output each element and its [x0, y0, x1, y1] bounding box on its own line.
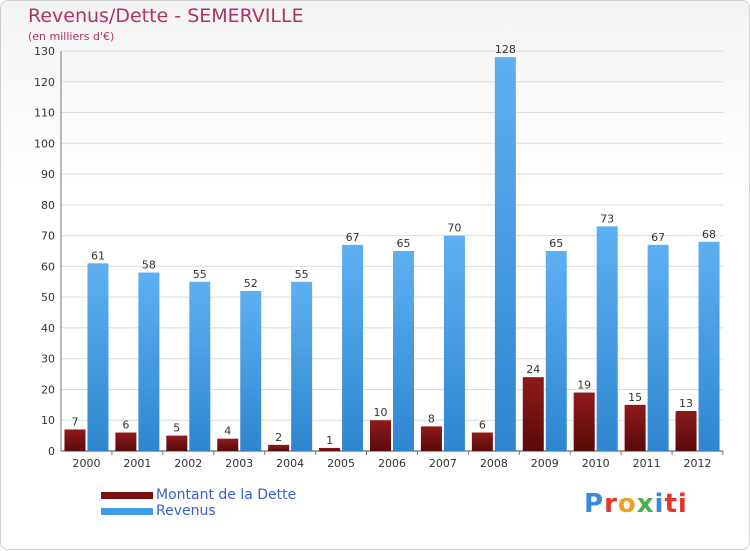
- chart-subtitle: (en milliers d'€): [28, 30, 115, 43]
- x-tick-label: 2007: [429, 457, 457, 470]
- legend-label-dette: Montant de la Dette: [156, 487, 297, 503]
- data-label-dette: 1: [326, 434, 333, 447]
- data-label-dette: 2: [275, 431, 282, 444]
- x-tick-label: 2008: [480, 457, 508, 470]
- y-tick-label: 60: [41, 260, 55, 273]
- x-tick-label: 2001: [123, 457, 151, 470]
- bar-revenus: [596, 226, 618, 451]
- bar-revenus: [189, 281, 211, 451]
- bar-dette: [319, 447, 341, 451]
- bar-dette: [573, 392, 595, 451]
- data-label-revenus: 55: [295, 268, 309, 281]
- bar-dette: [370, 420, 391, 451]
- data-label-revenus: 68: [702, 228, 716, 241]
- bar-revenus: [240, 291, 262, 451]
- x-tick-label: 2010: [582, 457, 610, 470]
- data-label-dette: 24: [526, 363, 540, 376]
- x-tick-label: 2005: [327, 457, 355, 470]
- y-tick-label: 50: [41, 291, 55, 304]
- x-tick-label: 2009: [531, 457, 559, 470]
- y-tick-label: 80: [41, 199, 55, 212]
- x-tick-label: 2004: [276, 457, 304, 470]
- bar-revenus: [342, 244, 364, 451]
- data-label-revenus: 58: [142, 259, 156, 272]
- data-label-dette: 4: [224, 425, 231, 438]
- data-label-revenus: 67: [651, 231, 665, 244]
- legend: Montant de la Dette Revenus: [101, 487, 296, 519]
- bar-dette: [420, 426, 442, 451]
- bar-revenus: [443, 235, 465, 451]
- bar-revenus: [647, 244, 669, 451]
- proxiti-logo: Proxiti: [584, 489, 688, 519]
- data-label-revenus: 73: [600, 212, 614, 225]
- bar-revenus: [138, 272, 160, 451]
- legend-swatch-revenus: [101, 507, 153, 515]
- y-tick-label: 20: [41, 383, 55, 396]
- data-label-dette: 19: [577, 379, 591, 392]
- data-label-revenus: 55: [193, 268, 207, 281]
- legend-swatch-dette: [101, 491, 153, 499]
- x-tick-label: 2006: [378, 457, 406, 470]
- x-tick-label: 2002: [174, 457, 202, 470]
- legend-label-revenus: Revenus: [156, 503, 216, 519]
- bar-dette: [217, 438, 239, 451]
- bar-revenus: [494, 57, 516, 452]
- x-tick-label: 2011: [633, 457, 661, 470]
- y-tick-label: 40: [41, 322, 55, 335]
- bar-dette: [471, 432, 493, 451]
- y-tick-label: 10: [41, 414, 55, 427]
- bar-revenus: [291, 281, 313, 451]
- data-label-dette: 5: [173, 422, 180, 435]
- bar-dette: [64, 429, 86, 451]
- data-label-revenus: 52: [244, 277, 258, 290]
- y-tick-label: 110: [34, 107, 55, 120]
- data-label-revenus: 67: [346, 231, 360, 244]
- data-label-dette: 7: [71, 415, 78, 428]
- data-label-dette: 8: [428, 412, 435, 425]
- y-tick-label: 30: [41, 353, 55, 366]
- bar-revenus: [545, 251, 567, 451]
- data-label-dette: 10: [374, 406, 388, 419]
- data-label-revenus: 65: [397, 237, 411, 250]
- x-tick-label: 2012: [684, 457, 712, 470]
- bar-revenus: [698, 241, 720, 451]
- data-label-dette: 13: [679, 397, 693, 410]
- x-tick-label: 2003: [225, 457, 253, 470]
- legend-item-revenus: Revenus: [101, 503, 296, 519]
- chart-title: Revenus/Dette - SEMERVILLE: [28, 5, 304, 27]
- legend-item-dette: Montant de la Dette: [101, 487, 296, 503]
- bar-dette: [115, 432, 137, 451]
- bar-dette: [268, 444, 290, 451]
- y-tick-label: 70: [41, 230, 55, 243]
- y-tick-label: 100: [34, 137, 55, 150]
- bar-dette: [166, 435, 188, 451]
- y-tick-label: 120: [34, 76, 55, 89]
- x-tick-label: 2000: [72, 457, 100, 470]
- bar-revenus: [393, 251, 414, 451]
- y-tick-label: 130: [34, 45, 55, 58]
- data-label-revenus: 70: [447, 222, 461, 235]
- data-label-dette: 6: [122, 419, 129, 432]
- bar-revenus: [87, 263, 109, 451]
- y-tick-label: 0: [48, 445, 55, 458]
- bar-dette: [675, 411, 697, 451]
- data-label-revenus: 128: [495, 43, 516, 56]
- bar-dette: [624, 404, 646, 451]
- data-label-dette: 15: [628, 391, 642, 404]
- y-tick-label: 90: [41, 168, 55, 181]
- data-label-revenus: 61: [91, 249, 105, 262]
- data-label-dette: 6: [479, 419, 486, 432]
- bar-dette: [522, 377, 544, 451]
- data-label-revenus: 65: [549, 237, 563, 250]
